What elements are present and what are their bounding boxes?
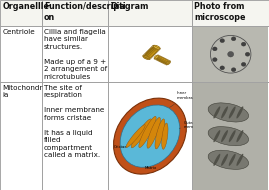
- Bar: [108, 26, 192, 82]
- Ellipse shape: [154, 58, 167, 64]
- Bar: [0, 26, 42, 82]
- Text: Outer
membrane: Outer membrane: [179, 121, 205, 129]
- Ellipse shape: [158, 56, 170, 62]
- Ellipse shape: [220, 39, 225, 43]
- Ellipse shape: [213, 106, 220, 119]
- Text: Photo from
microscope: Photo from microscope: [194, 2, 246, 22]
- Ellipse shape: [208, 150, 249, 169]
- Bar: [192, 26, 269, 82]
- Ellipse shape: [120, 105, 180, 167]
- Bar: [0, 0, 42, 26]
- Ellipse shape: [236, 154, 243, 166]
- Ellipse shape: [155, 56, 167, 62]
- Ellipse shape: [154, 55, 158, 59]
- Ellipse shape: [229, 130, 236, 142]
- Ellipse shape: [208, 103, 249, 122]
- Text: Function/descripti
on: Function/descripti on: [44, 2, 125, 22]
- Bar: [193, 27, 268, 82]
- Bar: [192, 82, 269, 190]
- Ellipse shape: [213, 47, 217, 51]
- Ellipse shape: [221, 106, 228, 119]
- Ellipse shape: [221, 130, 228, 142]
- Bar: [108, 82, 192, 190]
- Bar: [42, 0, 108, 26]
- Ellipse shape: [144, 46, 155, 56]
- Bar: [42, 26, 108, 82]
- Ellipse shape: [166, 61, 171, 65]
- Text: The site of
respiration

Inner membrane
forms cristae

It has a liquid
filled
co: The site of respiration Inner membrane f…: [44, 85, 104, 158]
- Ellipse shape: [213, 130, 220, 142]
- Ellipse shape: [147, 117, 160, 148]
- Ellipse shape: [241, 42, 246, 46]
- Ellipse shape: [155, 119, 165, 149]
- Ellipse shape: [236, 130, 243, 142]
- Bar: [193, 83, 268, 190]
- Ellipse shape: [139, 116, 156, 148]
- Ellipse shape: [158, 57, 170, 63]
- Ellipse shape: [149, 47, 159, 58]
- Ellipse shape: [146, 48, 156, 59]
- Ellipse shape: [158, 55, 170, 62]
- Ellipse shape: [155, 58, 168, 64]
- Ellipse shape: [149, 48, 159, 59]
- Text: Inner
membrane: Inner membrane: [170, 91, 198, 107]
- Bar: [108, 0, 192, 26]
- Ellipse shape: [228, 51, 234, 57]
- Ellipse shape: [231, 37, 236, 41]
- Ellipse shape: [231, 68, 236, 72]
- Text: Organellle: Organellle: [2, 2, 49, 11]
- Ellipse shape: [162, 123, 168, 149]
- Ellipse shape: [153, 45, 160, 49]
- Text: Centriole: Centriole: [2, 28, 35, 35]
- Ellipse shape: [148, 46, 158, 57]
- Bar: [42, 82, 108, 190]
- Ellipse shape: [236, 106, 243, 119]
- Ellipse shape: [229, 154, 236, 166]
- Ellipse shape: [126, 125, 145, 148]
- Ellipse shape: [241, 62, 246, 66]
- Ellipse shape: [114, 98, 186, 174]
- Ellipse shape: [213, 58, 217, 62]
- Text: Cristae: Cristae: [114, 145, 128, 149]
- Ellipse shape: [229, 106, 236, 119]
- Ellipse shape: [208, 127, 249, 146]
- Ellipse shape: [154, 57, 167, 63]
- Ellipse shape: [143, 55, 150, 59]
- Ellipse shape: [144, 46, 154, 57]
- Ellipse shape: [147, 49, 158, 59]
- Ellipse shape: [221, 154, 228, 166]
- Text: Cillia and flagella
have similar
structures.

Made up of a 9 +
2 arrangement of
: Cillia and flagella have similar structu…: [44, 28, 107, 79]
- Ellipse shape: [157, 58, 169, 64]
- Ellipse shape: [131, 119, 151, 148]
- Text: Mitochondr
ia: Mitochondr ia: [2, 85, 43, 98]
- Ellipse shape: [220, 66, 225, 70]
- Ellipse shape: [156, 55, 168, 62]
- Ellipse shape: [146, 46, 157, 56]
- Ellipse shape: [213, 154, 220, 166]
- Ellipse shape: [144, 48, 155, 58]
- Bar: [192, 0, 269, 26]
- Text: Matrix: Matrix: [144, 166, 157, 170]
- Text: Diagram: Diagram: [110, 2, 148, 11]
- Ellipse shape: [245, 52, 250, 56]
- Bar: [0, 82, 42, 190]
